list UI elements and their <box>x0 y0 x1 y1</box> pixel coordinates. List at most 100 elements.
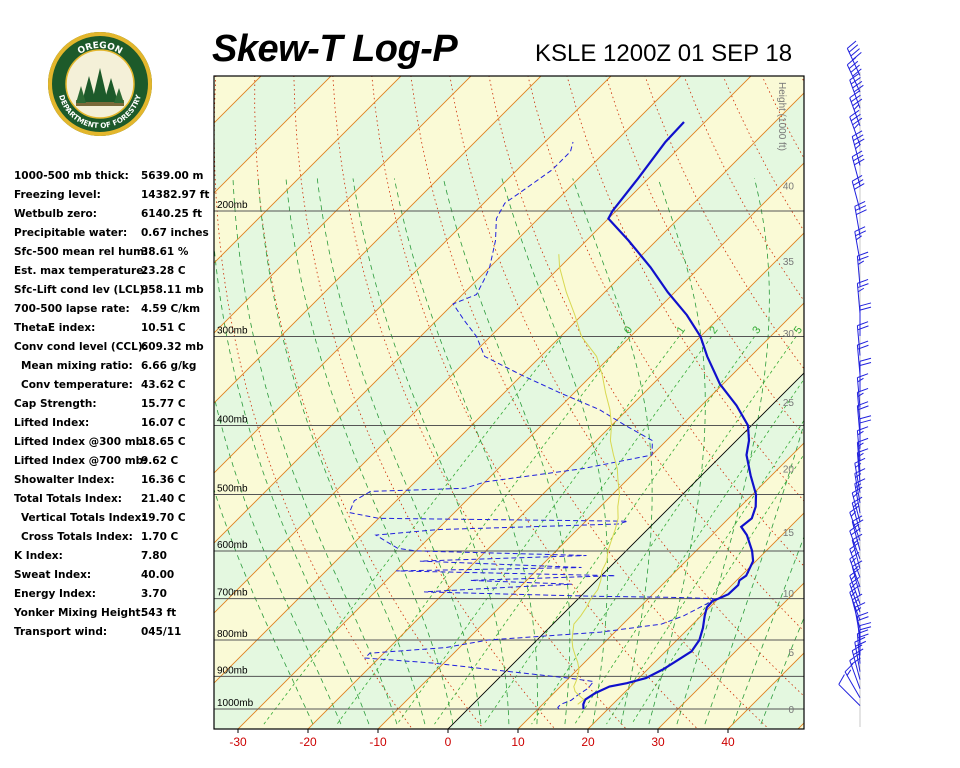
x-tick-label: 20 <box>581 735 595 749</box>
index-row: 1000-500 mb thick: 5639.00 m <box>14 168 214 187</box>
index-row: Est. max temperature: 23.28 C <box>14 263 214 282</box>
index-label: Transport wind: <box>14 626 108 638</box>
index-row: Lifted Index: 16.07 C <box>14 415 214 434</box>
index-label: Sfc-Lift cond lev (LCL): <box>14 284 149 296</box>
dry-adiabat <box>410 76 770 729</box>
index-label: K Index: <box>14 550 63 562</box>
plot-frame <box>213 75 805 730</box>
isotherm <box>214 76 472 334</box>
height-axis: 0 5 10 15 20 25 30 35 40 Height (1000 ft) <box>776 82 794 716</box>
isotherm <box>863 71 960 734</box>
dry-adiabat <box>449 76 804 697</box>
index-value: 40.00 <box>141 569 175 581</box>
index-label: Sweat Index: <box>14 569 92 581</box>
isotherm <box>0 71 196 734</box>
isotherm <box>214 76 402 264</box>
mixing-ratio-line <box>631 453 804 725</box>
wind-barb <box>859 302 872 336</box>
height-tick-label: 15 <box>783 528 795 539</box>
isotherm <box>214 76 612 474</box>
index-row: Precipitable water: 0.67 inches <box>14 225 214 244</box>
wind-barb <box>846 40 862 76</box>
isotherm <box>214 76 752 614</box>
mixing-ratio-label: 5 <box>792 324 805 336</box>
index-label: Cross Totals Index: <box>21 531 133 543</box>
isotherm <box>797 722 804 729</box>
logo-top-text: OREGON <box>76 41 124 57</box>
index-label: Wetbulb zero: <box>14 208 97 220</box>
parcel-trace <box>558 254 621 705</box>
index-label: Lifted Index: <box>14 417 90 429</box>
dry-adiabat <box>254 76 485 729</box>
moist-adiabat <box>732 535 804 725</box>
stability-indices-panel: 1000-500 mb thick: 5639.00 m Freezing leve… <box>14 168 214 643</box>
isotherm <box>447 372 804 729</box>
mixing-ratio-label: 3 <box>750 324 763 336</box>
index-value: 1.70 C <box>141 531 179 543</box>
pressure-grid: 1000mb 900mb 800mb 700mb 600mb 500mb 400mb 300m… <box>214 200 804 710</box>
index-value: 43.62 C <box>141 379 186 391</box>
index-value: 6.66 g/kg <box>141 360 197 372</box>
isotherm-band <box>798 723 804 729</box>
isotherm-band <box>214 76 804 683</box>
pressure-label: 500mb <box>217 484 248 495</box>
isotherm <box>657 582 804 729</box>
tree-icon <box>76 68 124 106</box>
mixing-ratio-label: 0 <box>622 324 635 336</box>
index-row: Sfc-Lift cond lev (LCL): 958.11 mb <box>14 282 214 301</box>
index-value: 0.67 inches <box>141 227 209 239</box>
dry-adiabat <box>332 76 627 729</box>
index-value: 10.51 C <box>141 322 186 334</box>
index-label: Freezing level: <box>14 189 101 201</box>
dry-adiabat <box>371 76 699 729</box>
pressure-label: 600mb <box>217 540 248 551</box>
chart-title: Skew-T Log-P <box>212 28 458 70</box>
moist-adiabat <box>394 178 538 725</box>
moist-adiabat <box>214 241 370 725</box>
moist-adiabat <box>676 178 770 725</box>
index-row: 700-500 lapse rate: 4.59 C/km <box>14 301 214 320</box>
index-value: 18.65 C <box>141 436 186 448</box>
height-tick-label: 25 <box>783 398 795 409</box>
index-row: Sfc-500 mean rel hum: 38.61 % <box>14 244 214 263</box>
index-value: 609.32 mb <box>141 341 204 353</box>
index-value: 543 ft <box>141 607 177 619</box>
index-row: Wetbulb zero: 6140.25 ft <box>14 206 214 225</box>
index-value: 38.61 % <box>141 246 189 258</box>
index-label: Conv cond level (CCL): <box>14 341 147 353</box>
index-row: Cross Totals Index: 1.70 C <box>14 529 214 548</box>
temperature-axis: -30 -20 -10 0 10 20 30 40 <box>229 729 735 749</box>
wind-barb <box>851 486 863 523</box>
index-row: Yonker Mixing Height: 543 ft <box>14 605 214 624</box>
height-tick-label: 0 <box>788 705 794 716</box>
isotherm <box>307 232 804 729</box>
wind-barb <box>849 109 863 146</box>
index-label: Cap Strength: <box>14 398 97 410</box>
index-value: 23.28 C <box>141 265 186 277</box>
dewpoint-trace <box>348 141 714 710</box>
index-value: 16.07 C <box>141 417 186 429</box>
isotherm <box>237 162 804 729</box>
index-value: 958.11 mb <box>141 284 204 296</box>
index-value: 7.80 <box>141 550 167 562</box>
index-label: Est. max temperature: <box>14 265 148 277</box>
mixing-ratio-line <box>483 336 755 725</box>
wind-barb <box>851 130 865 166</box>
height-tick-label: 10 <box>783 589 795 600</box>
index-row: Freezing level: 14382.97 ft <box>14 187 214 206</box>
index-row: Lifted Index @700 mb: 9.62 C <box>14 453 214 472</box>
index-label: Yonker Mixing Height: <box>14 607 145 619</box>
dry-adiabat <box>800 76 804 83</box>
wind-barb <box>838 674 861 706</box>
mixing-ratio-line <box>336 336 627 725</box>
index-row: Showalter Index: 16.36 C <box>14 472 214 491</box>
mixing-ratio-line <box>434 336 712 725</box>
index-value: 9.62 C <box>141 455 179 467</box>
isotherm <box>214 76 332 194</box>
mixing-ratio-line <box>574 378 804 725</box>
index-label: Conv temperature: <box>21 379 133 391</box>
index-label: Vertical Totals Index: <box>21 512 146 524</box>
isotherm-band <box>214 93 804 729</box>
moist-adiabat <box>285 178 454 725</box>
